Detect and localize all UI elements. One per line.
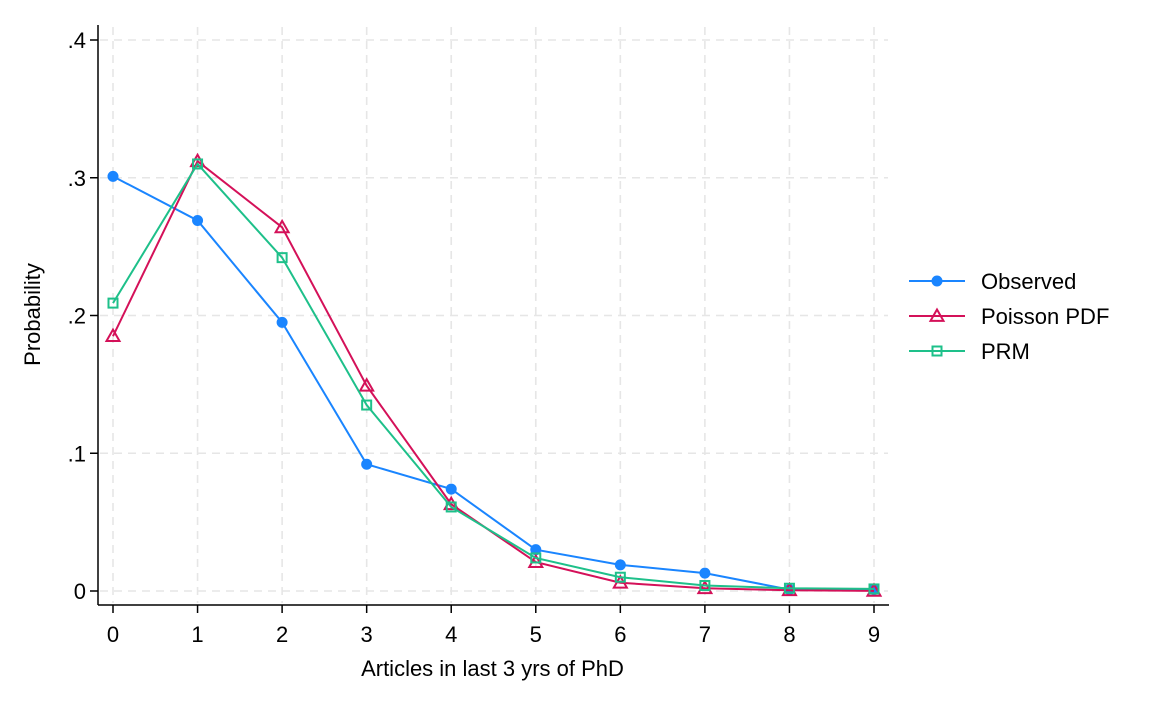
x-ticks: 0 1 2 3 4 5 6 7 8 9: [107, 605, 880, 647]
legend-label: PRM: [981, 339, 1030, 364]
data-point: [699, 579, 711, 591]
y-tick-label: .4: [68, 28, 86, 53]
y-tick-label: .2: [68, 304, 86, 329]
data-point: [614, 559, 626, 571]
axes: 0 1 2 3 4 5 6 7 8 9 0 .1 .2 .3 .4 Articles in last 3 …: [20, 25, 889, 681]
legend-marker: [931, 345, 943, 357]
x-tick-label: 5: [530, 622, 542, 647]
grid: [100, 27, 888, 603]
y-ticks: 0 .1 .2 .3 .4: [68, 28, 98, 604]
data-point: [868, 583, 880, 595]
data-point: [527, 553, 545, 568]
series-line: [112, 162, 875, 590]
data-point: [361, 458, 373, 470]
y-tick-label: .3: [68, 166, 86, 191]
data-point: [276, 316, 288, 328]
legend-marker: [931, 275, 943, 287]
x-tick-label: 1: [191, 622, 203, 647]
data-point: [445, 483, 457, 495]
legend-label: Observed: [981, 269, 1076, 294]
x-tick-label: 8: [783, 622, 795, 647]
data-point: [107, 170, 119, 182]
x-tick-label: 4: [445, 622, 457, 647]
data-point: [530, 552, 542, 564]
x-tick-label: 2: [276, 622, 288, 647]
legend-item: Poisson PDF: [909, 304, 1109, 329]
data-point: [699, 567, 711, 579]
x-tick-label: 0: [107, 622, 119, 647]
legend: Observed Poisson PDF PRM: [909, 269, 1109, 364]
legend-marker: [928, 307, 946, 322]
data-point: [361, 399, 373, 411]
legend-item: PRM: [909, 339, 1030, 364]
y-axis-label: Probability: [20, 263, 45, 366]
data-point: [192, 158, 204, 170]
data-point: [104, 327, 122, 343]
data-point: [107, 297, 119, 309]
x-tick-label: 6: [614, 622, 626, 647]
series-observed: [107, 170, 880, 596]
x-tick-label: 9: [868, 622, 880, 647]
data-point: [276, 252, 288, 264]
data-point: [614, 571, 626, 583]
series-line: [112, 175, 874, 591]
data-point: [865, 582, 883, 597]
data-point: [358, 377, 375, 392]
x-tick-label: 3: [361, 622, 373, 647]
series-line: [112, 159, 875, 592]
data-point: [273, 218, 291, 234]
series-prm: [107, 158, 880, 595]
data-point: [192, 214, 204, 226]
x-tick-label: 7: [699, 622, 711, 647]
legend-label: Poisson PDF: [981, 304, 1109, 329]
data-point: [781, 581, 798, 597]
legend-item: Observed: [909, 269, 1076, 294]
y-tick-label: 0: [74, 579, 86, 604]
series-poisson-pdf: [104, 152, 883, 597]
y-tick-label: .1: [68, 441, 86, 466]
data-point: [445, 501, 457, 513]
data-point: [696, 579, 714, 595]
x-axis-label: Articles in last 3 yrs of PhD: [361, 656, 624, 681]
series: [104, 152, 883, 597]
data-point: [783, 582, 795, 594]
